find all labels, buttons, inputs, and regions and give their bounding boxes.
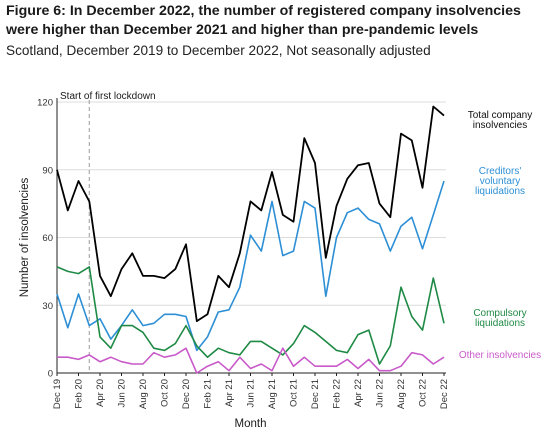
series-label-other-insolvencies: Other insolvencies — [459, 350, 541, 361]
x-tick-label: Aug 21 — [267, 379, 278, 409]
series-lines — [56, 105, 445, 374]
x-tick-label: Apr 21 — [224, 379, 235, 407]
series-line-compulsory-liquidations — [56, 266, 445, 365]
x-tick-label: Dec 21 — [310, 379, 321, 409]
x-tick-label: Dec 19 — [52, 379, 63, 409]
x-tick-label: Dec 22 — [439, 379, 450, 409]
x-tick-label: Dec 20 — [181, 379, 192, 409]
x-axis-ticks: Dec 19 Feb 20 Apr 20 Jun 20 Aug 20 Oct 20 Dec … — [52, 373, 450, 409]
series-label-line: Compulsory — [473, 308, 526, 319]
series-label-total-company-insolvencies: Total company insolvencies — [468, 110, 532, 131]
x-axis-label: Month — [235, 418, 267, 430]
x-tick-label: Oct 20 — [160, 379, 171, 407]
series-label-creditors-voluntary-liquidations: Creditors' voluntary liquidations — [475, 166, 525, 197]
y-tick-label: 0 — [48, 369, 53, 380]
y-tick-label: 120 — [37, 98, 53, 109]
series-label-line: insolvencies — [473, 120, 527, 131]
x-tick-label: Jun 22 — [375, 379, 386, 408]
series-label-line: liquidations — [475, 318, 525, 329]
series-line-other-insolvencies — [57, 347, 445, 374]
series-line-creditors-voluntary-liquidations — [56, 180, 445, 352]
x-tick-label: Jun 20 — [117, 379, 128, 408]
series-label-line: liquidations — [475, 186, 525, 197]
y-axis-label: Number of insolvencies — [19, 177, 31, 297]
series-line-total-company-insolvencies — [56, 105, 445, 323]
x-tick-label: Feb 22 — [332, 379, 343, 409]
gridlines — [57, 101, 446, 306]
chart-subtitle: Scotland, December 2019 to December 2022… — [6, 43, 431, 58]
y-tick-label: 30 — [42, 301, 53, 312]
y-axis-ticks: 0 30 60 90 120 — [37, 98, 53, 380]
y-tick-label: 90 — [42, 165, 53, 176]
chart-title: Figure 6: In December 2022, the number o… — [6, 3, 521, 38]
series-label-line: voluntary — [480, 176, 521, 187]
x-tick-label: Aug 22 — [396, 379, 407, 409]
series-labels: Total company insolvencies Creditors' volun… — [459, 110, 541, 361]
x-tick-label: Apr 20 — [95, 379, 106, 407]
series-label-line: Total company — [468, 110, 532, 121]
x-tick-label: Feb 21 — [203, 379, 214, 409]
x-tick-label: Feb 20 — [74, 379, 85, 409]
x-tick-label: Apr 22 — [353, 379, 364, 407]
x-tick-label: Aug 20 — [138, 379, 149, 409]
series-label-compulsory-liquidations: Compulsory liquidations — [473, 308, 526, 329]
x-tick-label: Oct 21 — [289, 379, 300, 407]
lockdown-annotation: Start of first lockdown — [60, 91, 156, 102]
x-tick-label: Oct 22 — [418, 379, 429, 407]
series-label-line: Creditors' — [479, 166, 522, 177]
y-tick-label: 60 — [42, 233, 53, 244]
x-tick-label: Jun 21 — [246, 379, 257, 408]
series-label-line: Other insolvencies — [459, 350, 541, 361]
